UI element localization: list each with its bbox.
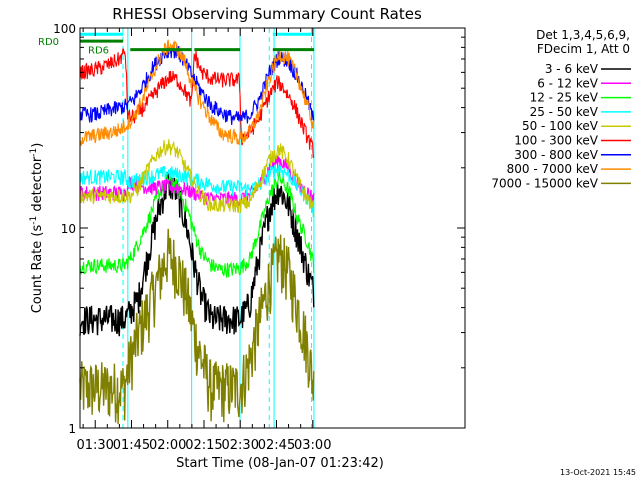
legend-header-2: FDecim 1, Att 0 — [537, 42, 630, 56]
legend-label-6-12-kev: 6 - 12 keV — [537, 76, 599, 90]
series-line-50-100-kev — [79, 139, 315, 217]
x-tick-label: 02:00 — [149, 438, 186, 453]
y-axis-label-main: Count Rate (s — [30, 225, 45, 314]
series-line-800-7000-kev — [79, 39, 315, 147]
y-axis-label-sup: -1 — [29, 216, 39, 225]
y-tick-label: 100 — [53, 22, 76, 36]
x-tick-label: 01:45 — [113, 438, 150, 453]
x-tick-label: 02:15 — [185, 438, 222, 453]
ref-label-rd0: RD0 — [38, 37, 59, 48]
series-line-25-50-kev — [79, 164, 315, 218]
legend-label-100-300-kev: 100 - 300 keV — [514, 134, 598, 148]
x-axis-label: Start Time (08-Jan-07 01:23:42) — [176, 456, 384, 471]
legend-label-7000-15000-kev: 7000 - 15000 keV — [491, 176, 598, 190]
y-axis: 1 10 100 — [53, 22, 465, 436]
y-axis-label-sup2: -1 — [29, 148, 39, 157]
y-axis-label: Count Rate (s-1 detector-1) — [29, 143, 45, 314]
ref-label-rd6: RD6 — [88, 46, 109, 57]
y-axis-label-mid: detector — [30, 156, 45, 216]
legend-label-25-50-kev: 25 - 50 keV — [530, 105, 599, 119]
legend-label-50-100-kev: 50 - 100 keV — [522, 119, 599, 133]
legend-label-12-25-kev: 12 - 25 keV — [530, 91, 599, 105]
footer-date: 13-Oct-2021 15:45 — [560, 468, 636, 477]
series-line-100-300-kev — [79, 48, 315, 159]
legend-label-3-6-kev: 3 - 6 keV — [545, 62, 599, 76]
series-line-7000-15000-kev — [79, 228, 315, 425]
x-tick-label: 01:30 — [76, 438, 113, 453]
series-line-6-12-kev — [79, 153, 315, 207]
legend-label-300-800-kev: 300 - 800 keV — [514, 148, 598, 162]
plot-area: RD6 — [79, 28, 315, 428]
series-line-12-25-kev — [79, 170, 315, 278]
y-tick-label: 10 — [61, 222, 76, 236]
x-tick-label: 02:45 — [258, 438, 295, 453]
legend-header-1: Det 1,3,4,5,6,9, — [536, 28, 630, 42]
chart-title: RHESSI Observing Summary Count Rates — [112, 5, 422, 23]
y-axis-label-end: ) — [30, 143, 45, 148]
legend-label-800-7000-kev: 800 - 7000 keV — [507, 162, 599, 176]
x-tick-label: 03:00 — [294, 438, 331, 453]
y-tick-label: 1 — [68, 422, 76, 436]
x-tick-label: 02:30 — [222, 438, 259, 453]
legend: Det 1,3,4,5,6,9, FDecim 1, Att 0 3 - 6 k… — [491, 28, 631, 190]
series-line-3-6-kev — [79, 172, 315, 337]
